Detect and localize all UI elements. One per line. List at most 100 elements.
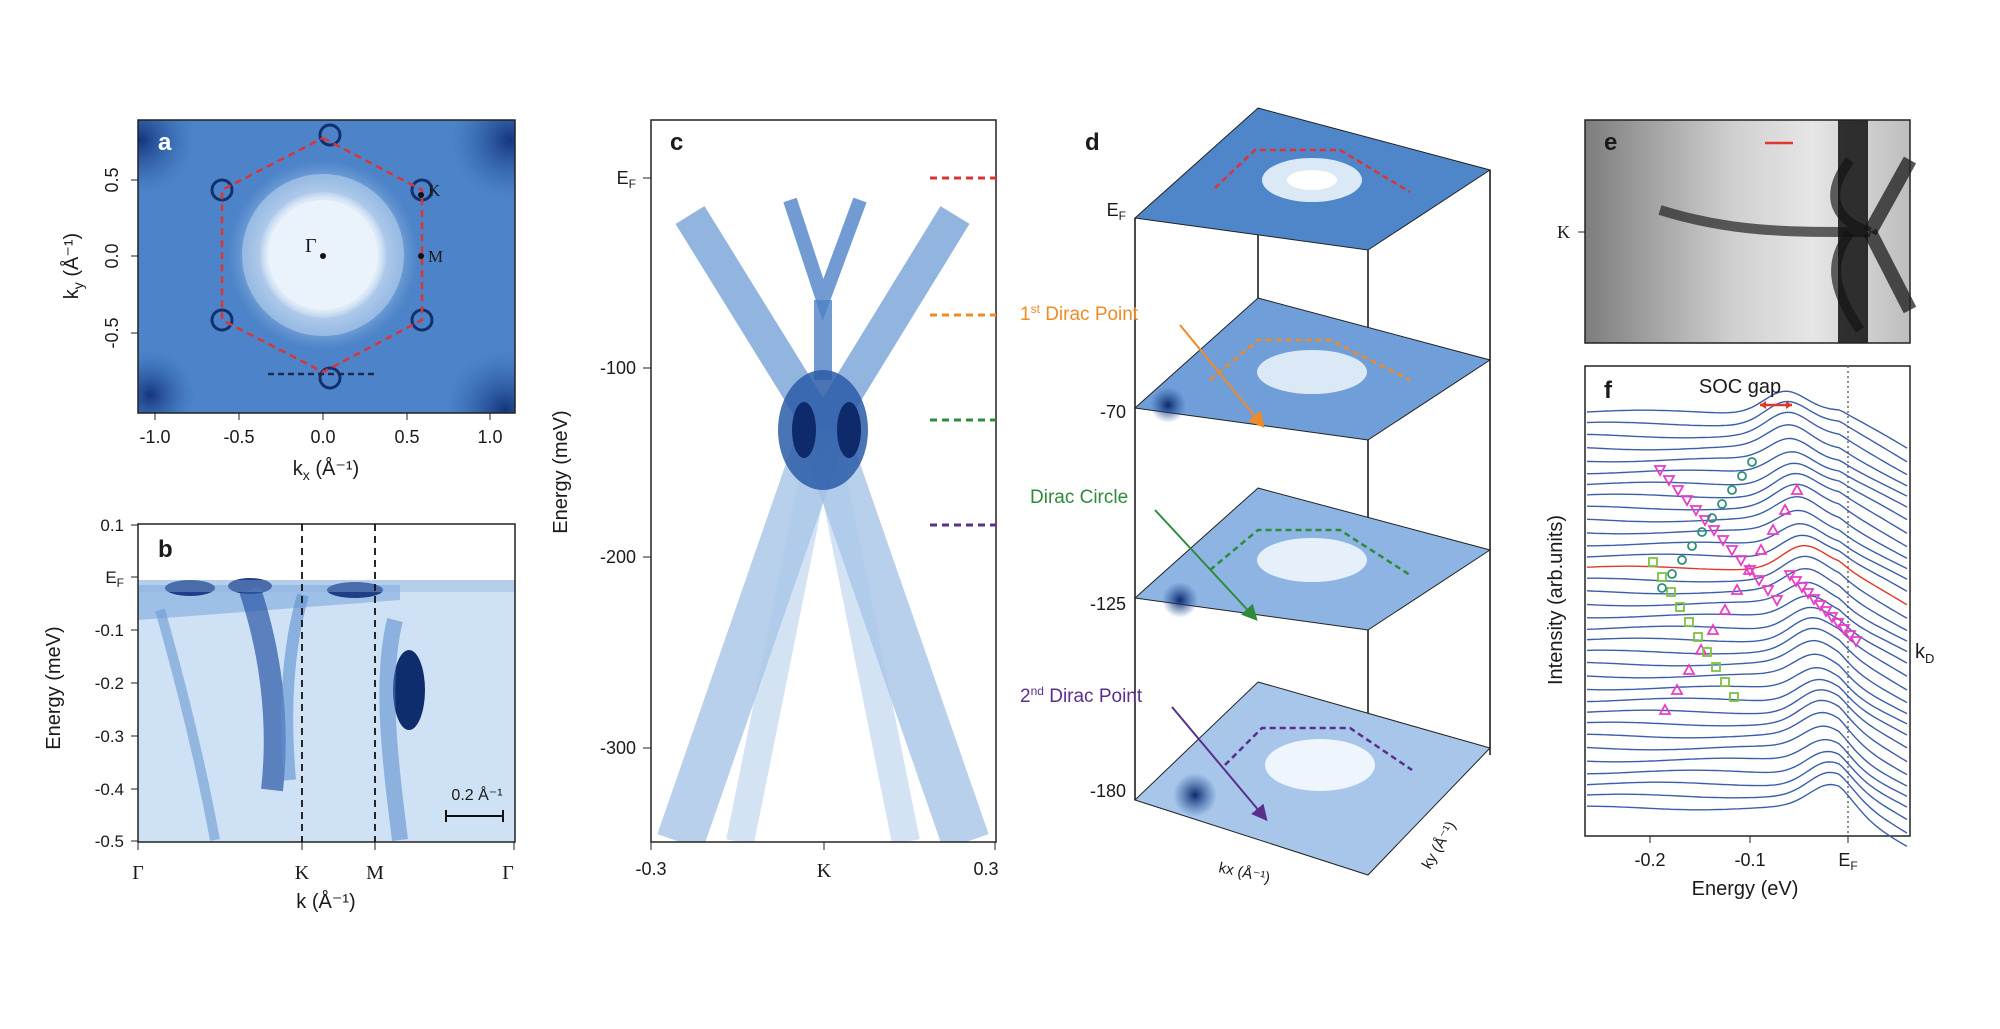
panel-f: f SOC gap kD -0.2 -0.1 EF Energy (eV) In… — [1545, 365, 1934, 900]
panel-f-x-axis: -0.2 -0.1 EF Energy (eV) — [1634, 836, 1858, 900]
mdc-marker — [1680, 495, 1694, 507]
mdc-curve — [1586, 739, 1908, 798]
panel-e-k-label: K — [1557, 222, 1570, 242]
mdc-marker — [1795, 582, 1809, 594]
mdc-marker — [1807, 594, 1821, 606]
mdc-curve — [1586, 699, 1908, 763]
soc-gap-label: SOC gap — [1699, 376, 1781, 398]
panel-b-xtick: K — [295, 862, 310, 884]
mdc-marker — [1849, 636, 1863, 648]
mdc-marker — [1687, 541, 1697, 551]
panel-c-ytick: -300 — [600, 738, 636, 758]
panel-c-ytick: -100 — [600, 358, 636, 378]
mdc-marker — [1752, 575, 1766, 587]
mdc-marker — [1653, 465, 1667, 477]
annotation-first-dirac-point: 1st Dirac Point — [1020, 302, 1139, 325]
mdc-marker — [1825, 612, 1839, 624]
mdc-marker — [1658, 703, 1672, 715]
mdc-marker — [1706, 623, 1720, 635]
slab-125 — [1133, 487, 1492, 631]
panel-b-ytick: -0.2 — [95, 674, 124, 693]
mdc-curve — [1586, 390, 1908, 449]
panel-a-xtick: 0.5 — [394, 427, 419, 447]
panel-a-ytick: 0.0 — [102, 243, 122, 268]
panel-b: b 0.2 Å⁻¹ 0.1 EF -0.1 -0.2 -0.3 -0.4 -0.… — [43, 516, 516, 913]
mdc-curve — [1586, 483, 1908, 548]
mdc-marker — [1819, 606, 1833, 618]
mdc-marker — [1730, 583, 1744, 595]
panel-c: c EF -100 -200 -300 Energy (meV) -0.3 K … — [550, 119, 999, 882]
mdc-marker — [1778, 503, 1792, 515]
panel-e: e K — [1557, 119, 1917, 344]
mdc-marker — [1801, 588, 1815, 600]
mdc-curve — [1586, 678, 1908, 736]
mdc-marker — [1657, 572, 1667, 582]
mdc-marker — [1766, 523, 1780, 535]
panel-d-kx-label: kx (Å⁻¹) — [1217, 859, 1271, 886]
m-point-label: M — [428, 247, 443, 266]
panel-a-ytick: -0.5 — [102, 317, 122, 348]
mdc-marker — [1725, 545, 1739, 557]
panel-c-xtick: K — [817, 860, 832, 882]
mdc-curve — [1586, 653, 1908, 715]
panel-c-ylabel: Energy (meV) — [550, 410, 572, 533]
mdc-curve — [1586, 534, 1908, 592]
panel-b-label: b — [158, 536, 173, 563]
mdc-marker — [1671, 485, 1685, 497]
mdc-curve — [1587, 555, 1908, 619]
panel-d-energy-label: -70 — [1100, 402, 1126, 422]
mdc-marker — [1716, 535, 1730, 547]
mdc-marker — [1698, 515, 1712, 527]
mdc-marker — [1790, 483, 1804, 495]
mdc-curve — [1586, 666, 1908, 725]
panel-a-fermi-map — [138, 120, 515, 413]
panel-c-cut-markers — [930, 176, 996, 527]
mdc-curve — [1586, 750, 1908, 808]
panel-a-xtick: -1.0 — [139, 427, 170, 447]
panel-c-y-axis: EF -100 -200 -300 Energy (meV) — [550, 168, 651, 758]
mdc-curve — [1586, 567, 1908, 632]
panel-a-x-axis: -1.0 -0.5 0.0 0.5 1.0 kx (Å⁻¹) — [139, 413, 503, 483]
mdc-curve — [1586, 509, 1908, 570]
mdc-marker — [1761, 585, 1775, 597]
panel-a-xtick: 0.0 — [310, 427, 335, 447]
panel-b-xtick: Γ — [132, 862, 144, 884]
panel-a: a Γ K M -1.0 -0.5 0.0 0.5 1.0 kx (Å⁻¹) 0… — [60, 119, 516, 483]
panel-f-ylabel: Intensity (arb.units) — [1545, 515, 1567, 685]
kd-label: kD — [1915, 641, 1934, 666]
panel-c-dispersion — [651, 120, 996, 842]
panel-b-ytick: 0.1 — [100, 516, 124, 535]
mdc-marker — [1727, 485, 1737, 495]
annotation-dirac-circle: Dirac Circle — [1030, 487, 1128, 508]
mdc-marker — [1770, 595, 1784, 607]
mdc-marker — [1682, 663, 1696, 675]
mdc-marker — [1720, 677, 1730, 687]
mdc-curve — [1586, 725, 1908, 787]
panel-b-ytick: -0.1 — [95, 621, 124, 640]
panel-e-label: e — [1604, 129, 1617, 156]
mdc-curve — [1586, 411, 1908, 476]
mdc-marker — [1711, 662, 1721, 672]
panel-c-x-axis: -0.3 K 0.3 — [635, 842, 999, 882]
mdc-curve — [1586, 761, 1908, 821]
mdc-curve — [1586, 639, 1908, 704]
slab-ef — [1133, 107, 1492, 251]
panel-f-xtick: -0.1 — [1734, 850, 1765, 870]
mdc-curve — [1586, 627, 1908, 691]
mdc-marker — [1684, 617, 1694, 627]
panel-b-dispersion — [138, 524, 515, 842]
k-point-label: K — [428, 181, 441, 200]
panel-f-xtick-ef: EF — [1838, 850, 1857, 873]
mdc-marker — [1689, 505, 1703, 517]
panel-b-ylabel: Energy (meV) — [43, 626, 65, 749]
mdc-marker — [1675, 602, 1685, 612]
mdc-curve — [1586, 437, 1908, 497]
mdc-curve — [1586, 594, 1908, 653]
mdc-marker — [1843, 630, 1857, 642]
mdc-curve — [1586, 472, 1908, 534]
mdc-marker — [1648, 557, 1658, 567]
mdc-marker — [1693, 632, 1703, 642]
panel-f-xlabel: Energy (eV) — [1692, 878, 1799, 900]
mdc-marker — [1831, 618, 1845, 630]
